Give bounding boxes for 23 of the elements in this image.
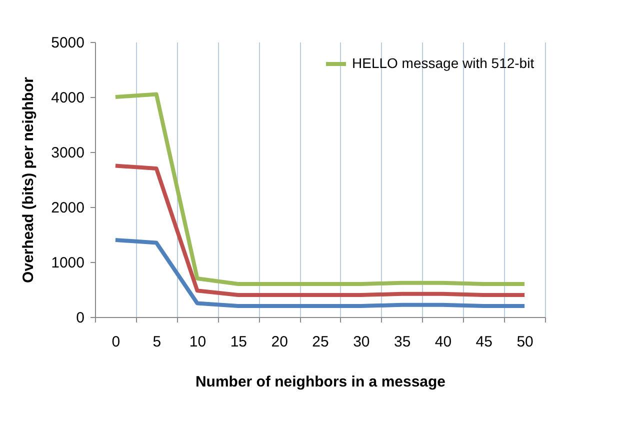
y-axis-title: Overhead (bits) per neighbor [20, 76, 38, 283]
y-tick-label: 1000 [51, 254, 84, 272]
x-tick-label: 20 [271, 334, 288, 350]
x-tick-label: 25 [312, 334, 329, 350]
x-tick-label: 45 [476, 334, 492, 350]
x-tick-label: 10 [189, 334, 206, 350]
line-series [113, 92, 527, 286]
y-tick-label: 4000 [51, 90, 84, 106]
line-series [113, 238, 527, 308]
y-tick-label: 0 [76, 310, 84, 326]
line-series [113, 164, 527, 297]
x-tick-label: 15 [230, 334, 248, 350]
x-tick-label: 30 [353, 334, 370, 350]
x-tick-label: 35 [394, 334, 411, 350]
x-tick-label: 0 [112, 334, 120, 350]
y-tick-label: 3000 [51, 144, 84, 162]
x-tick-label: 5 [152, 334, 162, 350]
x-tick-label: 50 [516, 334, 534, 350]
legend-label: HELLO message with 512-bit [352, 55, 534, 71]
x-axis-title: Number of neighbors in a message [195, 374, 446, 390]
y-tick-label: 5000 [51, 34, 84, 52]
x-tick-label: 40 [434, 334, 452, 350]
y-tick-label: 2000 [51, 200, 84, 216]
